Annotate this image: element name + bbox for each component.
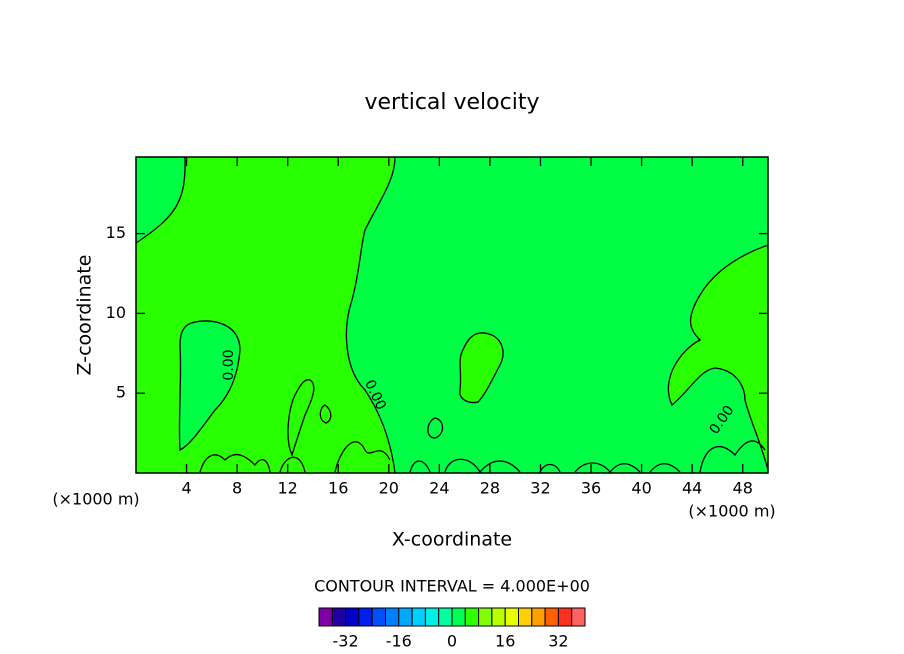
x-tick-label: 32 xyxy=(530,479,550,498)
colorbar-title: CONTOUR INTERVAL = 4.000E+00 xyxy=(314,577,590,596)
colorbar-box xyxy=(438,607,453,627)
x-axis-label: X-coordinate xyxy=(392,529,512,551)
y-tick-label: 15 xyxy=(106,223,126,242)
contour-field xyxy=(135,156,769,474)
contour-label: 0.00 xyxy=(221,349,237,380)
colorbar-box xyxy=(531,607,546,627)
x-unit-label: (×1000 m) xyxy=(688,502,775,521)
colorbar-box xyxy=(464,607,480,627)
y-tick-label: 5 xyxy=(116,383,126,402)
colorbar-tick-label: 0 xyxy=(447,632,457,651)
colorbar-box xyxy=(518,607,533,627)
colorbar-tick-label: 16 xyxy=(495,632,515,651)
x-tick-label: 28 xyxy=(480,479,500,498)
colorbar-box xyxy=(424,607,440,627)
x-tick-label: 40 xyxy=(631,479,651,498)
colorbar-box xyxy=(411,607,426,627)
colorbar-tick-label: -32 xyxy=(333,632,359,651)
x-tick-label: 48 xyxy=(733,479,753,498)
colorbar-box xyxy=(504,607,520,627)
colorbar-box xyxy=(358,607,373,627)
x-tick-label: 4 xyxy=(181,479,191,498)
colorbar-box xyxy=(385,607,400,627)
colorbar-box xyxy=(478,607,493,627)
x-tick-label: 20 xyxy=(379,479,399,498)
colorbar-box xyxy=(345,607,360,627)
x-tick-label: 36 xyxy=(581,479,601,498)
colorbar-box xyxy=(571,607,586,627)
colorbar-tick-label: 32 xyxy=(548,632,568,651)
colorbar-box xyxy=(491,607,506,627)
x-tick-label: 16 xyxy=(328,479,348,498)
x-tick-label: 12 xyxy=(278,479,298,498)
colorbar-box xyxy=(371,607,387,627)
colorbar-box xyxy=(398,607,413,627)
colorbar-box xyxy=(331,607,347,627)
x-unit-label: (×1000 m) xyxy=(52,490,139,509)
y-axis-label: Z-coordinate xyxy=(74,255,96,376)
colorbar-box xyxy=(557,607,573,627)
x-tick-label: 24 xyxy=(429,479,449,498)
plot-frame xyxy=(135,156,769,474)
y-tick-label: 10 xyxy=(106,303,126,322)
colorbar-box xyxy=(318,607,333,627)
chart-title: vertical velocity xyxy=(364,90,539,115)
x-tick-label: 44 xyxy=(682,479,702,498)
x-tick-label: 8 xyxy=(232,479,242,498)
colorbar-box xyxy=(544,607,559,627)
colorbar-tick-label: -16 xyxy=(386,632,412,651)
colorbar-box xyxy=(451,607,466,627)
